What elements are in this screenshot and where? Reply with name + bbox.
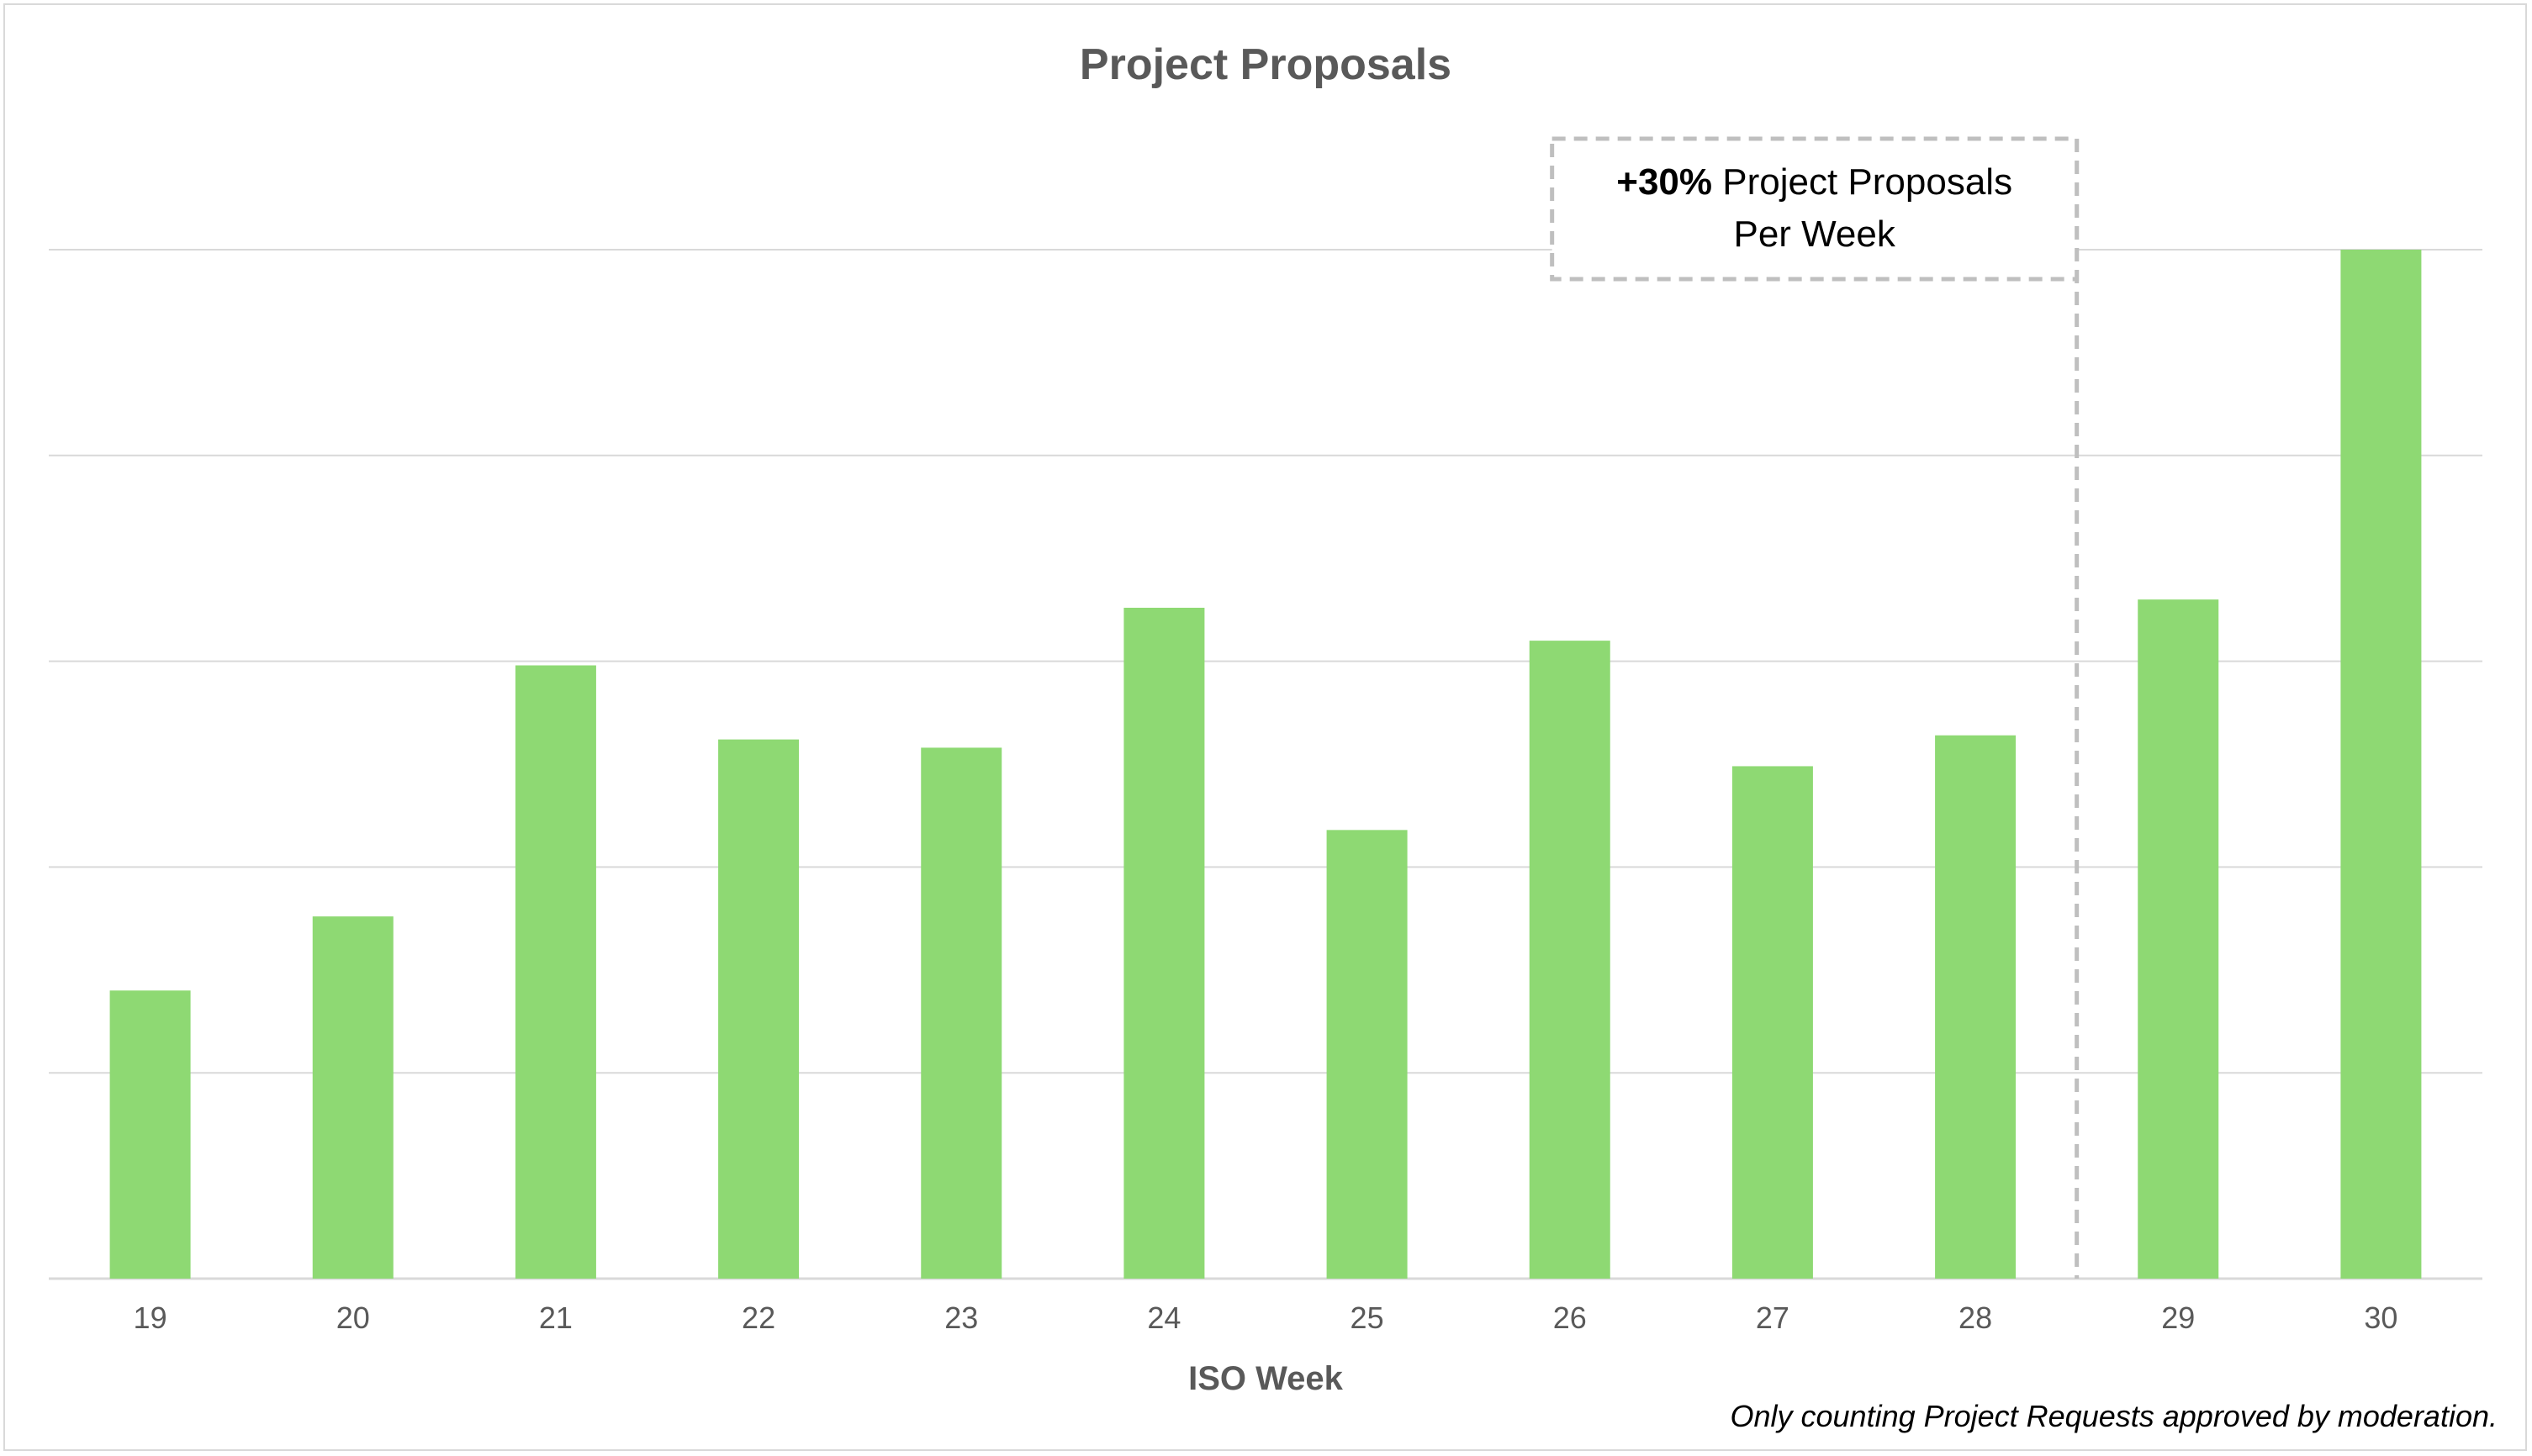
annotation-text-line-2: Per Week [1733, 214, 1895, 255]
annotation-highlight: +30% [1616, 161, 1712, 203]
x-tick-label: 26 [1553, 1300, 1587, 1335]
bar-week-20 [312, 916, 394, 1279]
x-tick-labels: 19 20 21 22 23 24 25 26 27 28 29 30 [134, 1300, 2398, 1335]
chart-frame [3, 3, 2527, 1451]
bar-week-28 [1935, 735, 2017, 1279]
bar-week-27 [1731, 766, 1813, 1279]
x-axis-label: ISO Week [1188, 1360, 1344, 1397]
bar-week-24 [1123, 607, 1205, 1279]
bar-week-21 [515, 665, 596, 1279]
footnote: Only counting Project Requests approved … [1730, 1399, 2498, 1433]
bar-week-23 [921, 747, 1002, 1279]
bar-week-29 [2138, 599, 2219, 1279]
x-tick-label: 20 [336, 1300, 370, 1335]
bar-week-30 [2340, 250, 2422, 1279]
bar-week-25 [1326, 830, 1408, 1279]
x-tick-label: 25 [1351, 1300, 1384, 1335]
x-tick-label: 21 [539, 1300, 573, 1335]
bar-week-19 [109, 990, 191, 1279]
annotation-box [1550, 136, 2080, 282]
x-tick-label: 27 [1756, 1300, 1789, 1335]
annotation-text-line-1: Project Proposals [1722, 161, 2012, 203]
x-tick-label: 24 [1147, 1300, 1181, 1335]
x-tick-label: 30 [2364, 1300, 2397, 1335]
x-tick-label: 23 [944, 1300, 978, 1335]
x-tick-label: 28 [1958, 1300, 1992, 1335]
annotation-line-1: +30% Project Proposals [1616, 161, 2012, 203]
x-tick-label: 29 [2161, 1300, 2195, 1335]
x-tick-label: 22 [742, 1300, 775, 1335]
gridlines [49, 249, 2482, 1280]
bar-week-22 [718, 739, 800, 1279]
chart-title: Project Proposals [1080, 40, 1451, 89]
x-tick-label: 19 [134, 1300, 167, 1335]
bars [109, 250, 2422, 1279]
bar-week-26 [1529, 641, 1610, 1279]
